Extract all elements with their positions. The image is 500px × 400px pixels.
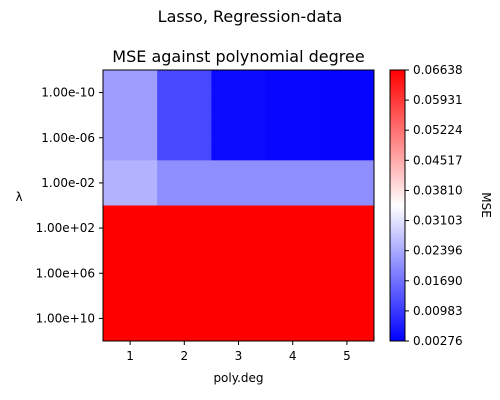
- heatmap-cell: [103, 115, 158, 139]
- heatmap-cell: [319, 92, 375, 116]
- heatmap-cell: [319, 70, 375, 94]
- y-axis-label: λ: [15, 190, 22, 204]
- heatmap-cell: [103, 182, 158, 206]
- heatmap-cell: [211, 205, 267, 229]
- y-tick-label: 1.00e+10: [36, 311, 95, 325]
- y-tick-label: 1.00e-02: [41, 176, 95, 190]
- heatmap-cell: [265, 70, 321, 94]
- heatmap-cell: [265, 318, 321, 342]
- x-tick-label: 3: [235, 349, 243, 363]
- colorbar-label: MSE: [479, 192, 493, 218]
- colorbar-tick-label: 0.01690: [413, 274, 463, 288]
- heatmap-cell: [265, 205, 321, 229]
- heatmap-cell: [157, 318, 212, 342]
- x-tick-label: 5: [343, 349, 351, 363]
- heatmap-cell: [211, 273, 267, 297]
- heatmap-cell: [211, 250, 267, 274]
- heatmap-cell: [157, 295, 212, 319]
- y-tick-label: 1.00e-10: [41, 86, 95, 100]
- heatmap-cell: [157, 160, 212, 184]
- heatmap-cell: [265, 160, 321, 184]
- heatmap-cell: [319, 115, 375, 139]
- y-axis-ticks: 1.00e-10 1.00e-06 1.00e-02 1.00e+02 1.00e+06…: [36, 86, 103, 325]
- heatmap-cell: [103, 318, 158, 342]
- heatmap-cell: [319, 273, 375, 297]
- heatmap-cell: [319, 160, 375, 184]
- heatmap-cell: [319, 295, 375, 319]
- heatmap-cell: [319, 318, 375, 342]
- heatmap-cell: [103, 92, 158, 116]
- heatmap-cell: [265, 115, 321, 139]
- x-axis-label: poly.deg: [213, 371, 263, 385]
- colorbar: [389, 69, 406, 342]
- heatmap-cell: [157, 250, 212, 274]
- heatmap-cell: [211, 70, 267, 94]
- heatmap-cell: [157, 273, 212, 297]
- heatmap-cell: [211, 318, 267, 342]
- x-tick-label: 2: [180, 349, 188, 363]
- heatmap-cell: [157, 182, 212, 206]
- heatmap-cell: [265, 273, 321, 297]
- heatmap-cell: [157, 228, 212, 252]
- x-tick-label: 1: [126, 349, 134, 363]
- heatmap-cell: [157, 137, 212, 161]
- colorbar-tick-label: 0.03103: [413, 214, 463, 228]
- heatmap-cell: [211, 115, 267, 139]
- heatmap-cell: [103, 205, 158, 229]
- colorbar-ticks: 0.00276 0.00983 0.01690 0.02396 0.03103 0.038…: [405, 63, 463, 348]
- colorbar-tick-label: 0.05224: [413, 123, 463, 137]
- heatmap-cell: [103, 70, 158, 94]
- heatmap-cell: [319, 205, 375, 229]
- heatmap-cell: [211, 295, 267, 319]
- chart-suptitle: Lasso, Regression-data: [158, 7, 343, 26]
- colorbar-tick-label: 0.00983: [413, 304, 463, 318]
- heatmap-cell: [265, 295, 321, 319]
- colorbar-tick-label: 0.05931: [413, 93, 463, 107]
- heatmap-cell: [103, 250, 158, 274]
- colorbar-tick-label: 0.06638: [413, 63, 463, 77]
- y-tick-label: 1.00e+06: [36, 266, 95, 280]
- heatmap-cell: [265, 137, 321, 161]
- colorbar-tick-label: 0.03810: [413, 183, 463, 197]
- heatmap-cell: [157, 92, 212, 116]
- heatmap-cells: [103, 70, 375, 342]
- heatmap-cell: [103, 160, 158, 184]
- heatmap-cell: [319, 182, 375, 206]
- chart-title: MSE against polynomial degree: [112, 47, 364, 66]
- colorbar-tick-label: 0.02396: [413, 244, 463, 258]
- heatmap-cell: [103, 295, 158, 319]
- heatmap-cell: [103, 273, 158, 297]
- y-tick-label: 1.00e-06: [41, 131, 95, 145]
- heatmap-cell: [211, 137, 267, 161]
- heatmap-cell: [319, 250, 375, 274]
- heatmap-cell: [211, 160, 267, 184]
- heatmap-cell: [157, 70, 212, 94]
- colorbar-tick-label: 0.00276: [413, 334, 463, 348]
- heatmap-cell: [265, 92, 321, 116]
- colorbar-tick-label: 0.04517: [413, 153, 463, 167]
- heatmap-cell: [319, 137, 375, 161]
- heatmap-cell: [265, 228, 321, 252]
- heatmap-cell: [211, 228, 267, 252]
- heatmap-cell: [157, 115, 212, 139]
- heatmap-cell: [265, 182, 321, 206]
- heatmap-cell: [319, 228, 375, 252]
- heatmap-cell: [103, 137, 158, 161]
- x-tick-label: 4: [289, 349, 297, 363]
- heatmap-cell: [265, 250, 321, 274]
- y-tick-label: 1.00e+02: [36, 221, 95, 235]
- heatmap-cell: [103, 228, 158, 252]
- x-axis-ticks: 1 2 3 4 5: [126, 341, 351, 363]
- heatmap-cell: [211, 92, 267, 116]
- heatmap-cell: [211, 182, 267, 206]
- heatmap-cell: [157, 205, 212, 229]
